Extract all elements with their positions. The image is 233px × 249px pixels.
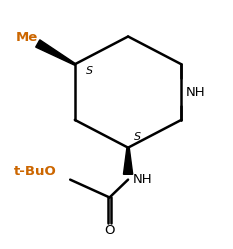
Text: NH: NH [186,86,206,99]
Text: t-BuO: t-BuO [14,166,57,179]
Text: O: O [104,224,115,237]
Text: S: S [86,66,93,76]
Polygon shape [36,40,75,65]
Polygon shape [123,148,133,174]
Text: S: S [134,132,141,142]
Text: Me: Me [16,31,38,44]
Text: NH: NH [133,173,153,186]
